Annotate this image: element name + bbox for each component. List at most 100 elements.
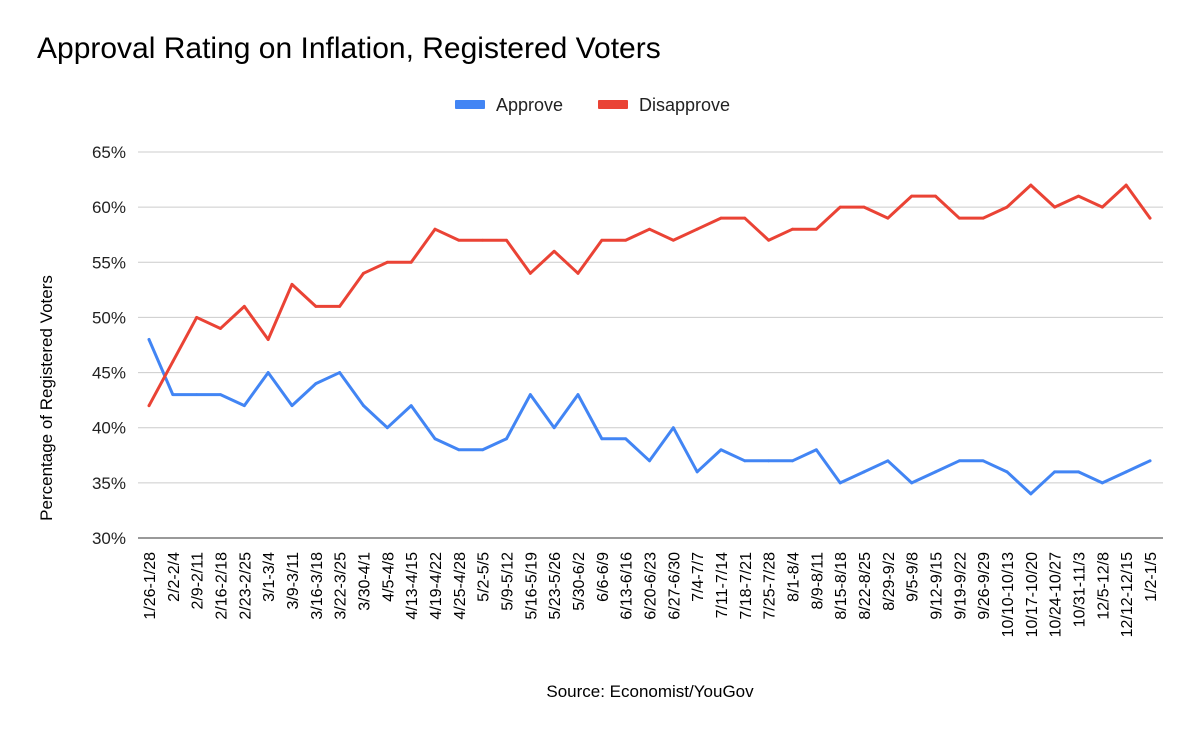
y-axis-ticks: 30% 35% 40% 45% 50% 55% 60% 65% xyxy=(92,143,126,548)
legend-swatch-disapprove xyxy=(598,100,628,109)
data-point-disapprove xyxy=(1053,205,1057,209)
data-point-approve xyxy=(528,393,532,397)
data-point-approve xyxy=(338,371,342,374)
data-point-disapprove xyxy=(838,205,842,209)
data-point-disapprove xyxy=(719,216,723,220)
data-point-disapprove xyxy=(1148,216,1152,220)
x-tick-label: 2/9-2/11 xyxy=(190,552,207,610)
data-point-approve xyxy=(743,459,747,463)
data-point-disapprove xyxy=(981,216,985,220)
data-point-approve xyxy=(791,459,794,463)
data-point-disapprove xyxy=(552,249,556,253)
data-point-disapprove xyxy=(457,238,461,242)
data-point-disapprove xyxy=(171,360,175,363)
y-tick-label: 65% xyxy=(92,143,126,162)
data-point-approve xyxy=(838,481,842,485)
x-tick-label: 9/12-9/15 xyxy=(929,552,946,620)
data-point-disapprove xyxy=(1029,183,1033,187)
x-tick-label: 9/19-9/22 xyxy=(952,552,969,620)
data-point-approve xyxy=(910,481,914,485)
x-tick-label: 8/15-8/18 xyxy=(833,552,850,620)
y-tick-label: 40% xyxy=(92,419,126,438)
x-tick-label: 12/5-12/8 xyxy=(1095,552,1112,620)
data-point-disapprove xyxy=(743,216,747,220)
data-point-disapprove xyxy=(147,404,151,408)
data-point-approve xyxy=(600,437,604,441)
data-point-approve xyxy=(1029,492,1033,496)
data-point-disapprove xyxy=(242,305,246,308)
data-point-disapprove xyxy=(433,227,437,231)
x-tick-label: 6/6-6/9 xyxy=(595,552,612,602)
x-tick-label: 5/30-6/2 xyxy=(571,552,588,611)
x-tick-label: 2/23-2/25 xyxy=(237,552,254,620)
data-point-approve xyxy=(552,426,556,430)
series-line-approve xyxy=(147,337,1152,496)
data-point-approve xyxy=(886,459,890,463)
x-tick-label: 5/23-5/26 xyxy=(547,552,564,620)
x-tick-label: 3/30-4/1 xyxy=(357,552,374,611)
x-tick-label: 6/20-6/23 xyxy=(643,552,660,620)
data-point-approve xyxy=(695,470,699,474)
x-tick-label: 6/27-6/30 xyxy=(666,552,683,620)
x-tick-label: 4/5-4/8 xyxy=(380,552,397,602)
data-point-disapprove xyxy=(1100,205,1104,209)
data-point-disapprove xyxy=(910,194,914,198)
x-tick-label: 10/31-11/3 xyxy=(1072,552,1089,627)
y-tick-label: 60% xyxy=(92,198,126,217)
data-point-disapprove xyxy=(648,227,651,231)
legend-swatch-approve xyxy=(455,100,485,109)
data-point-approve xyxy=(1100,481,1104,485)
y-tick-label: 45% xyxy=(92,364,126,383)
data-point-approve xyxy=(457,448,461,452)
x-tick-label: 8/22-8/25 xyxy=(857,552,874,620)
data-point-approve xyxy=(862,470,866,474)
x-tick-label: 8/1-8/4 xyxy=(786,552,803,602)
data-point-approve xyxy=(385,426,389,430)
legend-label-disapprove: Disapprove xyxy=(639,95,730,115)
data-point-approve xyxy=(957,459,961,463)
data-point-disapprove xyxy=(409,260,413,264)
series-lines xyxy=(147,183,1152,496)
data-point-disapprove xyxy=(1077,194,1080,198)
x-tick-label: 5/2-5/5 xyxy=(476,552,493,602)
data-point-disapprove xyxy=(266,338,270,341)
data-point-disapprove xyxy=(195,316,199,319)
x-tick-label: 7/25-7/28 xyxy=(762,552,779,620)
data-point-approve xyxy=(624,437,628,441)
data-point-disapprove xyxy=(528,271,532,275)
x-tick-label: 6/13-6/16 xyxy=(619,552,636,620)
data-point-approve xyxy=(671,426,675,430)
y-axis-label: Percentage of Registered Voters xyxy=(37,275,56,521)
data-point-disapprove xyxy=(886,216,890,220)
data-point-approve xyxy=(409,404,413,408)
y-tick-label: 50% xyxy=(92,308,126,327)
data-point-disapprove xyxy=(290,282,294,286)
data-point-disapprove xyxy=(1124,183,1128,187)
data-point-disapprove xyxy=(576,271,580,275)
data-point-approve xyxy=(719,448,723,452)
x-tick-label: 3/9-3/11 xyxy=(285,552,302,610)
x-tick-label: 10/24-10/27 xyxy=(1048,552,1065,638)
data-point-approve xyxy=(1077,470,1080,474)
x-tick-label: 4/19-4/22 xyxy=(428,552,445,620)
data-point-approve xyxy=(433,437,437,441)
source-note: Source: Economist/YouGov xyxy=(546,682,754,701)
x-tick-label: 1/26-1/28 xyxy=(142,552,159,620)
x-tick-label: 7/18-7/21 xyxy=(738,552,755,620)
data-point-disapprove xyxy=(481,238,485,242)
x-tick-label: 8/9-8/11 xyxy=(809,552,826,610)
legend-label-approve: Approve xyxy=(496,95,563,115)
data-point-disapprove xyxy=(791,227,794,231)
data-point-approve xyxy=(505,437,508,441)
data-point-approve xyxy=(648,459,651,463)
x-tick-label: 3/1-3/4 xyxy=(261,552,278,602)
data-point-approve xyxy=(147,338,151,341)
x-tick-label: 7/4-7/7 xyxy=(690,552,707,602)
gridlines xyxy=(138,151,1163,539)
y-tick-label: 55% xyxy=(92,253,126,272)
legend: Approve Disapprove xyxy=(455,95,730,115)
y-tick-label: 30% xyxy=(92,529,126,548)
data-point-disapprove xyxy=(505,238,508,242)
data-point-approve xyxy=(481,448,485,452)
data-point-disapprove xyxy=(767,238,771,242)
